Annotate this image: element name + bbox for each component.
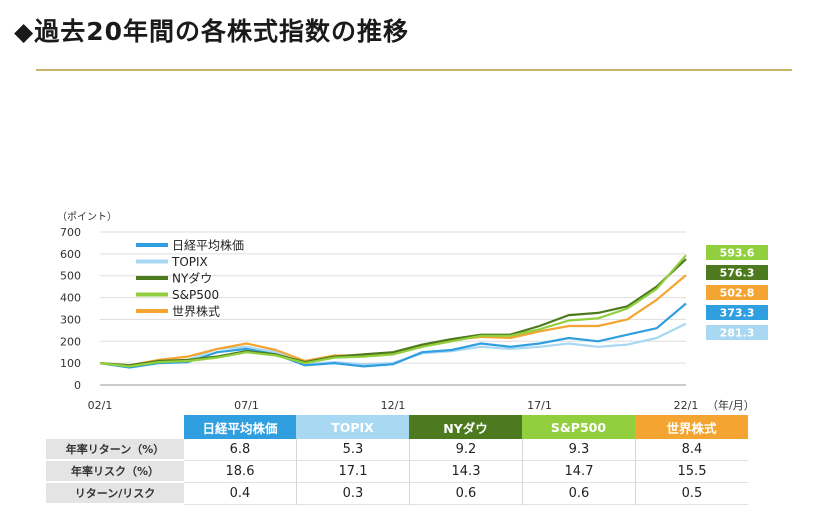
y-tick-label: 700 [60,226,81,239]
stats-cell: 18.6 [184,461,296,483]
stats-cell: 9.3 [522,439,635,461]
stats-row-label: 年率リターン（%） [46,439,184,461]
legend-label: TOPIX [171,255,208,269]
y-axis-unit-label: （ポイント） [57,211,117,223]
end-value-labels: 593.6 576.3 502.8 373.3 281.3 [706,245,768,340]
stats-cell: 0.4 [184,483,296,505]
x-tick-label: 12/1 [381,399,406,412]
y-tick-label: 500 [60,270,81,283]
x-tick-labels: 02/1 07/1 12/1 17/1 22/1 [88,399,699,412]
stats-row-label: 年率リスク（%） [46,461,184,483]
stats-cell: 14.7 [522,461,635,483]
y-tick-label: 0 [74,379,81,392]
stats-header-nydow: NYダウ [409,415,522,439]
x-tick-label: 02/1 [88,399,113,412]
page-title: ◆過去20年間の各株式指数の推移 [14,17,410,46]
end-label-box [706,245,768,260]
x-tick-label: 17/1 [527,399,552,412]
legend: 日経平均株価 TOPIX NYダウ S&P500 世界株式 [136,238,244,319]
series-line [99,254,687,368]
legend-label: 日経平均株価 [172,238,244,253]
stats-corner-cell [46,415,184,439]
y-tick-label: 200 [60,335,81,348]
legend-label: NYダウ [172,271,212,286]
legend-label: 世界株式 [172,304,220,319]
stats-header-nikkei: 日経平均株価 [184,415,296,439]
end-label-box [706,305,768,320]
end-label-value: 281.3 [720,327,755,340]
stats-cell: 0.3 [296,483,409,505]
end-label-value: 502.8 [720,287,755,300]
x-axis-unit-label: （年/月） [707,398,755,412]
stats-cell: 15.5 [635,461,748,483]
stats-header-sp500: S&P500 [522,415,635,439]
x-tick-label: 22/1 [674,399,699,412]
end-label-value: 576.3 [720,267,755,280]
stats-header-row: 日経平均株価 TOPIX NYダウ S&P500 世界株式 [46,415,748,439]
stats-header-topix: TOPIX [296,415,409,439]
y-tick-label: 100 [60,357,81,370]
stats-cell: 0.6 [409,483,522,505]
title-divider [36,69,792,71]
stats-cell: 0.6 [522,483,635,505]
stats-cell: 6.8 [184,439,296,461]
x-tick-label: 07/1 [234,399,259,412]
end-label-value: 593.6 [720,247,755,260]
y-tick-labels: 0 100 200 300 400 500 600 700 [60,226,81,392]
y-tick-label: 300 [60,313,81,326]
end-label-box [706,285,768,300]
stats-row-risk: 年率リスク（%） 18.6 17.1 14.3 14.7 15.5 [46,461,748,483]
stats-row-return: 年率リターン（%） 6.8 5.3 9.2 9.3 8.4 [46,439,748,461]
stats-header-world: 世界株式 [635,415,748,439]
stats-cell: 8.4 [635,439,748,461]
y-tick-label: 600 [60,248,81,261]
end-label-box [706,265,768,280]
line-chart: （ポイント） 0 100 200 300 400 500 600 700 02/1 07/1 12… [57,211,768,412]
stats-cell: 0.5 [635,483,748,505]
legend-label: S&P500 [172,288,219,302]
stats-cell: 9.2 [409,439,522,461]
stats-cell: 14.3 [409,461,522,483]
stats-row-label: リターン/リスク [46,483,184,505]
stats-cell: 17.1 [296,461,409,483]
stats-table: 日経平均株価 TOPIX NYダウ S&P500 世界株式 年率リターン（%） … [46,415,748,505]
end-label-box [706,325,768,340]
series-lines [99,254,687,369]
y-tick-label: 400 [60,292,81,305]
stats-row-ratio: リターン/リスク 0.4 0.3 0.6 0.6 0.5 [46,483,748,505]
end-label-value: 373.3 [720,307,755,320]
stats-cell: 5.3 [296,439,409,461]
